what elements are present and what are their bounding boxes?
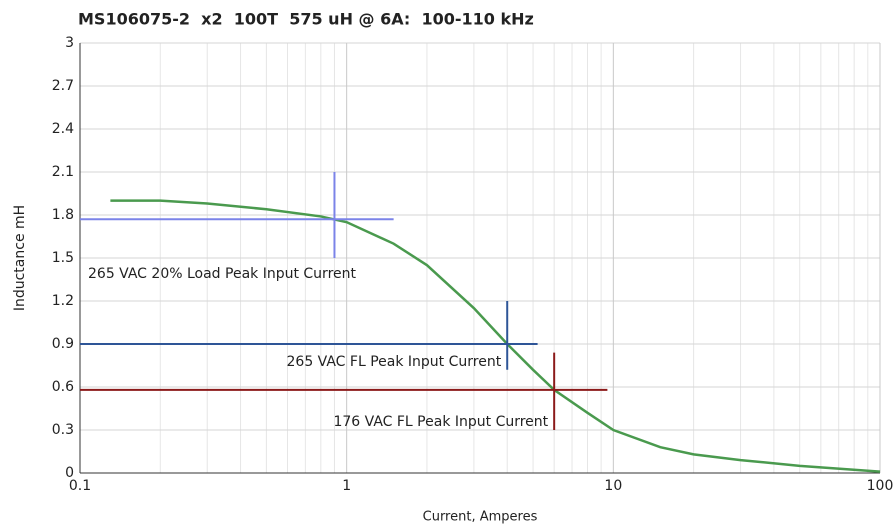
x-tick-label: 10	[604, 478, 622, 494]
y-tick-label: 3	[65, 35, 74, 51]
y-tick-label: 0.9	[52, 336, 74, 352]
data-line	[110, 199, 881, 473]
y-tick-label: 0.3	[52, 422, 74, 438]
marker-label: 176 VAC FL Peak Input Current	[333, 414, 548, 430]
y-tick-label: 1.2	[52, 293, 74, 309]
marker-label: 265 VAC 20% Load Peak Input Current	[88, 266, 357, 282]
y-tick-label: 1.8	[52, 207, 74, 223]
y-tick-label: 2.7	[52, 78, 74, 94]
x-tick-label: 1	[342, 478, 351, 494]
x-axis-label: Current, Amperes	[423, 510, 538, 525]
chart-title: MS106075-2 x2 100T 575 uH @ 6A: 100-110 …	[78, 10, 534, 29]
y-tick-label: 0	[65, 465, 74, 481]
marker-label: 265 VAC FL Peak Input Current	[287, 354, 502, 370]
y-tick-label: 1.5	[52, 250, 74, 266]
y-tick-label: 0.6	[52, 379, 74, 395]
y-axis-label: Inductance mH	[12, 205, 28, 311]
x-tick-label: 0.1	[69, 478, 91, 494]
x-tick-label: 100	[867, 478, 894, 494]
y-tick-label: 2.4	[52, 121, 74, 137]
y-tick-label: 2.1	[52, 164, 74, 180]
